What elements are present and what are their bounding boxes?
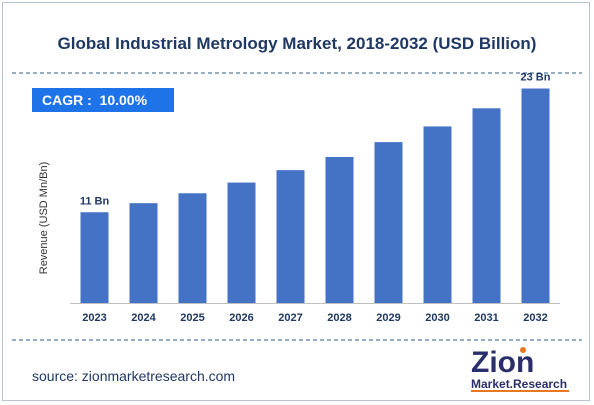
- bar-2032: [521, 88, 550, 303]
- bar-2030: [423, 126, 452, 303]
- x-tick-label-2026: 2026: [229, 312, 253, 324]
- bar-2028: [325, 156, 354, 303]
- zion-logo-mark: Zion Market.Research: [471, 346, 569, 392]
- x-tick-label-2030: 2030: [425, 312, 449, 324]
- x-tick-label-2027: 2027: [278, 312, 302, 324]
- bar-2029: [374, 142, 403, 303]
- x-tick-label-2025: 2025: [180, 312, 204, 324]
- bar-2024: [129, 203, 158, 303]
- cagr-badge: CAGR : 10.00%: [32, 88, 174, 112]
- x-tick-label-2032: 2032: [523, 312, 547, 324]
- data-label-2032: 23 Bn: [521, 72, 551, 84]
- bar-2027: [276, 170, 305, 303]
- bar-2023: [80, 212, 109, 303]
- x-tick-label-2028: 2028: [327, 312, 351, 324]
- chart-title: Global Industrial Metrology Market, 2018…: [57, 34, 537, 53]
- bar-2031: [472, 108, 501, 303]
- zion-logo: Zion Market.Research: [471, 346, 569, 392]
- x-tick-label-2024: 2024: [131, 312, 156, 324]
- bar-2026: [227, 182, 256, 303]
- data-label-2023: 11 Bn: [80, 195, 110, 207]
- source-text: source: zionmarketresearch.com: [32, 368, 236, 384]
- logo-word-bottom: Market.Research: [471, 377, 567, 391]
- x-tick-label-2031: 2031: [474, 312, 498, 324]
- bar-2025: [178, 193, 207, 303]
- x-tick-label-2023: 2023: [82, 312, 106, 324]
- x-tick-label-2029: 2029: [376, 312, 400, 324]
